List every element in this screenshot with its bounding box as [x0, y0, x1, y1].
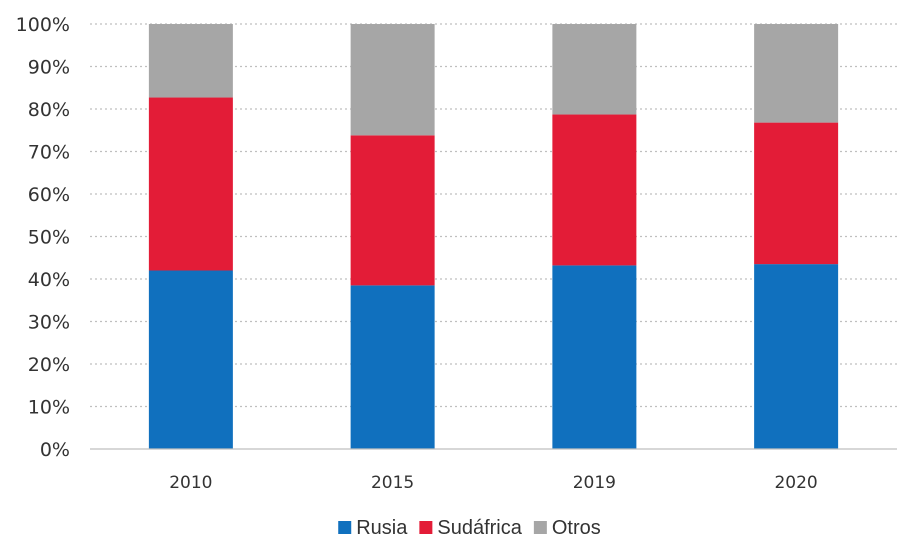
legend-label: Sudáfrica	[437, 517, 522, 539]
y-tick-label: 20%	[28, 354, 70, 376]
legend-item: Rusia	[338, 517, 408, 539]
legend-item: Otros	[533, 517, 601, 539]
bar-otros-2020	[754, 24, 839, 123]
bar-rusia-2019	[552, 265, 637, 449]
y-tick-label: 30%	[28, 312, 70, 334]
legend-label: Otros	[552, 517, 601, 539]
y-axis-tick-labels: 0% 10% 20% 30% 40% 50% 60% 70% 80% 90% 100%	[16, 14, 70, 461]
y-tick-label: 80%	[28, 99, 70, 121]
y-tick-label: 60%	[28, 184, 70, 206]
legend-item: Sudáfrica	[419, 517, 523, 539]
bar-rusia-2015	[350, 285, 435, 449]
x-category-label: 2019	[573, 473, 616, 493]
y-tick-label: 10%	[28, 397, 70, 419]
legend-swatch	[533, 521, 547, 534]
y-tick-label: 40%	[28, 269, 70, 291]
bar-otros-2015	[350, 24, 435, 136]
x-category-label: 2010	[169, 473, 212, 493]
legend: Rusia Sudáfrica Otros	[338, 517, 601, 539]
y-tick-label: 100%	[16, 14, 70, 36]
bar-otros-2010	[148, 24, 233, 98]
legend-swatch	[338, 521, 352, 534]
legend-swatch	[419, 521, 433, 534]
bar-sudafrica-2010	[148, 97, 233, 271]
bars	[148, 24, 839, 449]
y-tick-label: 0%	[40, 439, 70, 461]
x-category-label: 2015	[371, 473, 414, 493]
x-category-label: 2020	[774, 473, 817, 493]
bar-rusia-2020	[754, 264, 839, 449]
bar-rusia-2010	[148, 270, 233, 449]
y-tick-label: 50%	[28, 227, 70, 249]
bar-sudafrica-2020	[754, 122, 839, 265]
x-axis-category-labels: 2010 2015 2019 2020	[169, 473, 818, 493]
bar-sudafrica-2015	[350, 135, 435, 286]
bar-otros-2019	[552, 24, 637, 115]
legend-label: Rusia	[356, 517, 408, 539]
bar-sudafrica-2019	[552, 114, 637, 266]
y-tick-label: 90%	[28, 57, 70, 79]
y-tick-label: 70%	[28, 142, 70, 164]
